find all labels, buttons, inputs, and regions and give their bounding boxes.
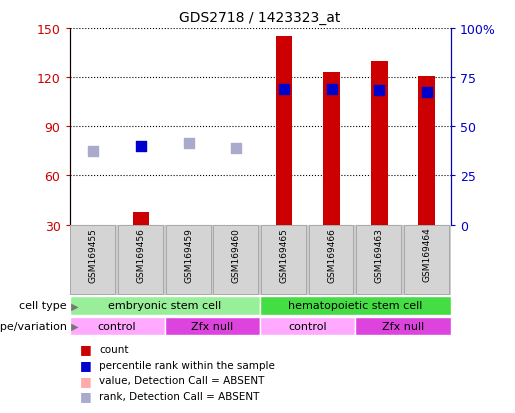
Text: genotype/variation: genotype/variation [0, 321, 67, 331]
Text: ■: ■ [80, 374, 92, 387]
Point [184, 140, 193, 147]
Point [328, 86, 336, 93]
Bar [323, 73, 340, 225]
Text: embryonic stem cell: embryonic stem cell [108, 301, 221, 311]
Bar [166, 226, 211, 294]
Text: value, Detection Call = ABSENT: value, Detection Call = ABSENT [99, 375, 265, 385]
Bar [371, 62, 387, 225]
Bar [308, 226, 353, 294]
Point [137, 143, 145, 150]
Bar [118, 226, 163, 294]
Point [423, 89, 431, 96]
Text: GSM169455: GSM169455 [89, 227, 98, 282]
Bar [71, 226, 115, 294]
Text: GSM169466: GSM169466 [327, 227, 336, 282]
Text: percentile rank within the sample: percentile rank within the sample [99, 360, 276, 370]
Bar [276, 37, 292, 225]
Text: cell type: cell type [20, 301, 67, 311]
Text: hematopoietic stem cell: hematopoietic stem cell [288, 301, 422, 311]
Bar [133, 212, 149, 225]
Text: GSM169456: GSM169456 [136, 227, 145, 282]
Bar [404, 226, 449, 294]
Text: GSM169464: GSM169464 [422, 227, 431, 282]
Bar [70, 297, 260, 315]
Bar [213, 226, 258, 294]
Text: Zfx null: Zfx null [191, 321, 234, 331]
Bar [260, 317, 355, 335]
Point [89, 148, 97, 155]
Text: ▶: ▶ [68, 321, 79, 331]
Bar [356, 226, 401, 294]
Text: control: control [98, 321, 136, 331]
Bar [261, 226, 306, 294]
Text: GSM169463: GSM169463 [375, 227, 384, 282]
Bar [355, 317, 451, 335]
Text: rank, Detection Call = ABSENT: rank, Detection Call = ABSENT [99, 391, 260, 401]
Text: GSM169459: GSM169459 [184, 227, 193, 282]
Point [280, 86, 288, 93]
Point [232, 145, 241, 152]
Text: ▶: ▶ [68, 301, 79, 311]
Title: GDS2718 / 1423323_at: GDS2718 / 1423323_at [179, 11, 341, 25]
Text: ■: ■ [80, 342, 92, 356]
Text: GSM169465: GSM169465 [280, 227, 288, 282]
Point [375, 88, 383, 94]
Text: control: control [288, 321, 327, 331]
Text: GSM169460: GSM169460 [232, 227, 241, 282]
Text: ■: ■ [80, 389, 92, 403]
Text: Zfx null: Zfx null [382, 321, 424, 331]
Text: ■: ■ [80, 358, 92, 371]
Bar [260, 297, 451, 315]
Bar [419, 76, 435, 225]
Bar [165, 317, 260, 335]
Text: count: count [99, 344, 129, 354]
Bar [70, 317, 165, 335]
